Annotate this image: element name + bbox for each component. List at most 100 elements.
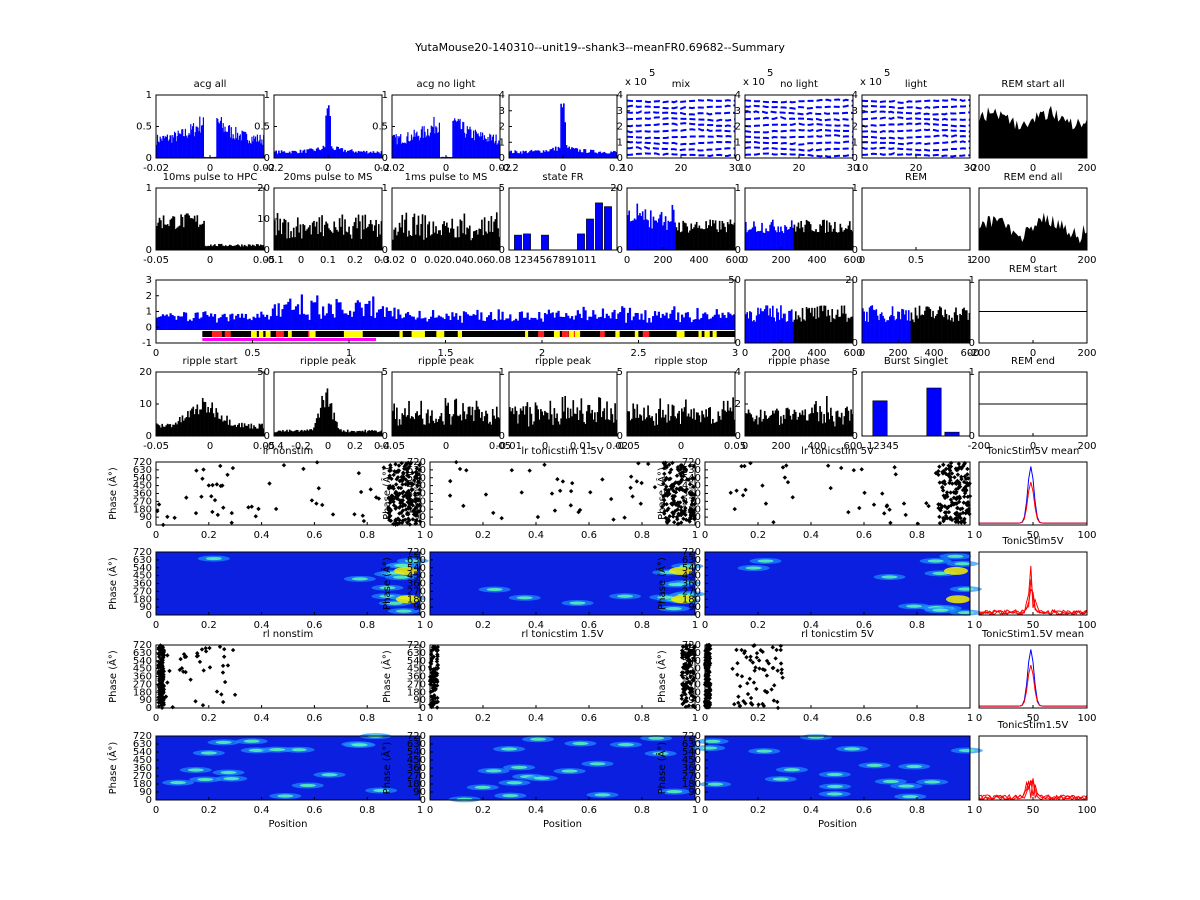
histogram-bar: [255, 136, 257, 158]
histogram-bar: [720, 419, 722, 436]
histogram-bar: [514, 318, 518, 330]
histogram-bar: [632, 403, 635, 436]
scatter-point: [882, 511, 887, 516]
histogram-bar: [218, 243, 220, 250]
histogram-bar: [724, 226, 726, 250]
histogram-bar: [698, 415, 701, 436]
scatter-point: [434, 666, 440, 671]
x-tick-label: 0: [976, 530, 982, 541]
histogram-bar: [352, 151, 354, 158]
x-tick-label: -200: [968, 348, 991, 359]
histogram-bar: [767, 231, 770, 250]
scatter-point: [671, 488, 676, 494]
histogram-bar: [392, 134, 395, 158]
histogram-bar: [184, 128, 186, 158]
x-tick-label: 50: [1027, 620, 1040, 631]
histogram-bar: [262, 245, 265, 250]
scatter-point: [680, 487, 685, 493]
histogram-bar: [718, 220, 721, 250]
histogram-bar: [624, 322, 628, 330]
histogram-bar: [759, 308, 762, 343]
histogram-bar: [303, 430, 306, 436]
scatter-point: [943, 513, 949, 519]
histogram-bar: [952, 321, 955, 343]
histogram-bar: [203, 401, 205, 436]
scatter-point: [435, 663, 440, 668]
histogram-bar: [475, 131, 477, 158]
histogram-bar: [612, 422, 615, 436]
histogram-bar: [364, 429, 367, 436]
histogram-bar: [199, 409, 201, 436]
histogram-bar: [401, 214, 404, 250]
histogram-bar: [368, 152, 371, 158]
histogram-bar: [251, 428, 254, 436]
scatter-point: [181, 669, 186, 674]
trace-line: [744, 110, 854, 116]
x-tick-label: 0.8: [634, 620, 650, 631]
y-tick-label: 360: [682, 672, 701, 683]
histogram-bar: [245, 131, 247, 158]
histogram-bar: [409, 235, 412, 250]
histogram-bar: [637, 417, 640, 436]
state-segment: [615, 331, 620, 337]
histogram-bar: [631, 220, 633, 250]
x-tick-label: 200: [771, 255, 790, 266]
histogram-bar: [755, 315, 758, 343]
histogram-bar: [697, 412, 699, 436]
scatter-point: [754, 655, 759, 660]
histogram-bar: [417, 415, 420, 436]
trace-line: [979, 482, 1087, 524]
histogram-bar: [499, 319, 502, 330]
histogram-bar: [310, 429, 313, 436]
histogram-bar: [803, 319, 805, 343]
histogram-bar: [174, 132, 177, 158]
histogram-bar: [513, 414, 515, 436]
y-axis-label: Phase (Â°): [380, 557, 393, 610]
histogram-bar: [549, 149, 552, 158]
trace-line: [744, 116, 854, 122]
histogram-bar: [846, 229, 848, 250]
histogram-bar: [631, 418, 633, 436]
scatter-point: [170, 704, 175, 710]
scatter-point: [684, 517, 689, 523]
histogram-bar: [780, 416, 782, 436]
histogram-bar: [729, 313, 732, 330]
histogram-bar: [750, 312, 753, 343]
histogram-bar: [669, 313, 672, 330]
histogram-bar: [368, 430, 371, 436]
y-tick-label: 270: [407, 586, 426, 597]
scatter-point: [707, 693, 713, 698]
scatter-point: [688, 506, 694, 511]
histogram-bar: [315, 148, 318, 158]
histogram-bar: [196, 312, 199, 330]
histogram-bar: [497, 228, 499, 250]
histogram-bar: [405, 212, 408, 250]
histogram-bar: [674, 416, 676, 436]
scatter-point: [739, 674, 745, 679]
histogram-bar: [195, 221, 197, 250]
histogram-bar: [459, 118, 461, 158]
histogram-bar: [291, 431, 294, 436]
histogram-bar: [299, 224, 302, 250]
histogram-bar: [358, 302, 361, 330]
histogram-bar: [319, 150, 322, 158]
x-tick-label: 50: [1027, 805, 1040, 816]
histogram-bar: [445, 313, 448, 330]
scatter-point: [577, 507, 583, 513]
histogram-bar: [474, 230, 476, 250]
histogram-bar: [367, 226, 369, 250]
heatmap-blob-core: [290, 748, 307, 752]
histogram-bar: [489, 133, 491, 158]
histogram-bar: [588, 405, 591, 436]
histogram-bar: [323, 315, 327, 330]
scatter-point: [732, 506, 737, 512]
y-tick-label: 180: [682, 594, 701, 605]
y-tick-label: 3: [617, 106, 623, 117]
